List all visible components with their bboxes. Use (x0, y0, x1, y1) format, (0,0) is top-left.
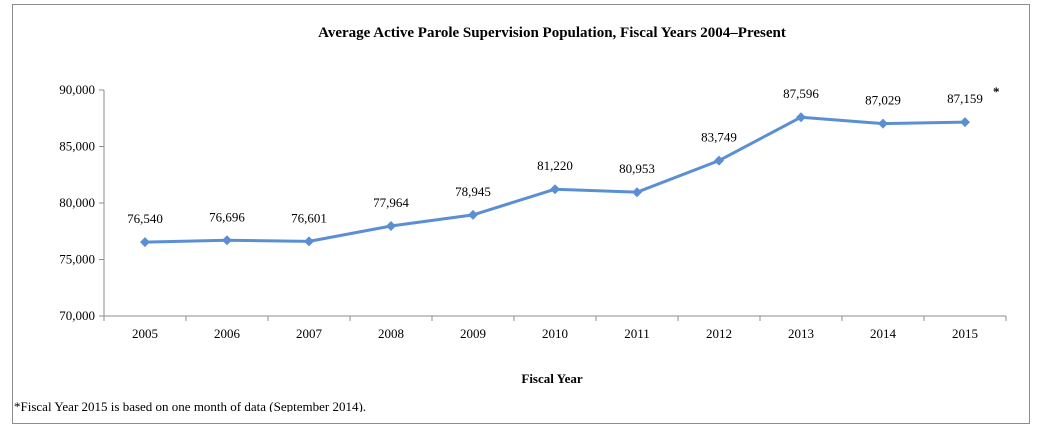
x-tick-label: 2015 (952, 326, 978, 341)
x-tick-label: 2013 (788, 326, 814, 341)
data-point (960, 117, 970, 128)
y-tick-label: 80,000 (59, 195, 95, 210)
data-point (386, 221, 396, 231)
x-tick-label: 2006 (214, 326, 241, 341)
x-tick-label: 2014 (870, 326, 897, 341)
footnote: *Fiscal Year 2015 is based on one month … (14, 399, 366, 412)
x-tick-label: 2011 (624, 326, 650, 341)
data-label: 78,945 (455, 184, 491, 199)
data-point (632, 187, 642, 198)
y-tick-label: 70,000 (59, 308, 95, 323)
data-label: 87,029 (865, 93, 901, 108)
data-label: 76,540 (127, 211, 163, 226)
series-line (144, 115, 966, 244)
data-point (304, 236, 314, 247)
line-chart: Average Active Parole Supervision Popula… (14, 25, 1007, 412)
axes (99, 89, 1007, 321)
data-label: 83,749 (701, 130, 737, 145)
data-label: 80,953 (619, 161, 655, 176)
data-label: 81,220 (537, 158, 573, 173)
data-labels: 76,540 76,696 76,601 77,964 78,945 81,220 80,9… (127, 84, 999, 226)
x-tick-label: 2009 (460, 326, 486, 341)
data-point (550, 184, 560, 195)
data-label: 76,696 (209, 209, 245, 224)
tick-labels: 70,000 75,000 80,000 85,000 90,000 2005 2006 20… (59, 82, 978, 341)
data-label: 87,159 (947, 91, 983, 106)
data-point (468, 209, 478, 220)
data-point (222, 235, 232, 246)
asterisk-marker: * (993, 84, 1000, 99)
data-point (796, 112, 806, 123)
x-tick-label: 2008 (378, 326, 404, 341)
data-label: 76,601 (291, 210, 327, 225)
y-tick-label: 75,000 (59, 252, 95, 267)
chart-title: Average Active Parole Supervision Popula… (318, 25, 786, 41)
data-label: 77,964 (373, 195, 409, 210)
x-tick-label: 2010 (542, 326, 568, 341)
data-point (140, 237, 150, 248)
x-tick-label: 2012 (706, 326, 732, 341)
data-point (714, 155, 724, 166)
x-axis-title: Fiscal Year (521, 371, 582, 386)
y-tick-label: 85,000 (59, 139, 95, 154)
x-tick-label: 2007 (296, 326, 323, 341)
data-point (878, 118, 888, 129)
y-tick-label: 90,000 (59, 82, 95, 97)
series (140, 112, 970, 248)
chart-frame (12, 4, 1030, 424)
data-label: 87,596 (783, 86, 819, 101)
x-tick-label: 2005 (132, 326, 158, 341)
